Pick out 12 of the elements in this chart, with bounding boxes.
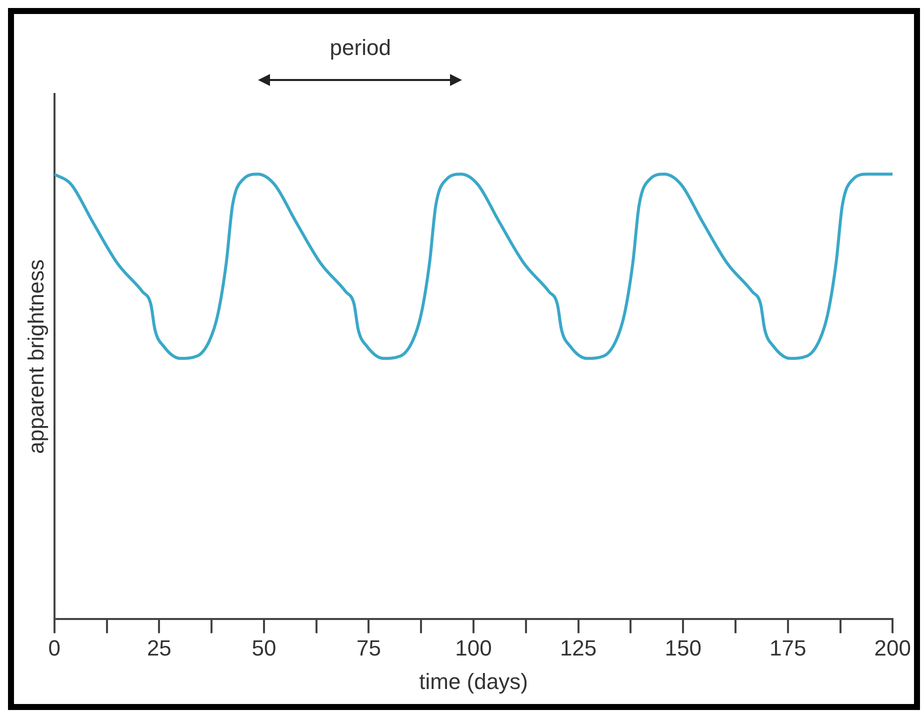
x-tick-label: 75 — [356, 635, 381, 660]
x-tick-label: 25 — [146, 635, 172, 660]
x-tick-label: 100 — [455, 635, 492, 660]
x-tick-label: 150 — [664, 635, 702, 660]
x-tick-label: 125 — [560, 635, 597, 660]
x-tick-label: 200 — [874, 635, 912, 660]
text: period — [330, 35, 391, 60]
y-axis-title: apparent brightness — [23, 259, 48, 454]
x-axis-title: time (days) — [419, 668, 528, 694]
x-tick-label: 175 — [770, 635, 806, 660]
x-tick-label: 50 — [252, 635, 276, 660]
x-tick-label: 0 — [48, 635, 61, 660]
